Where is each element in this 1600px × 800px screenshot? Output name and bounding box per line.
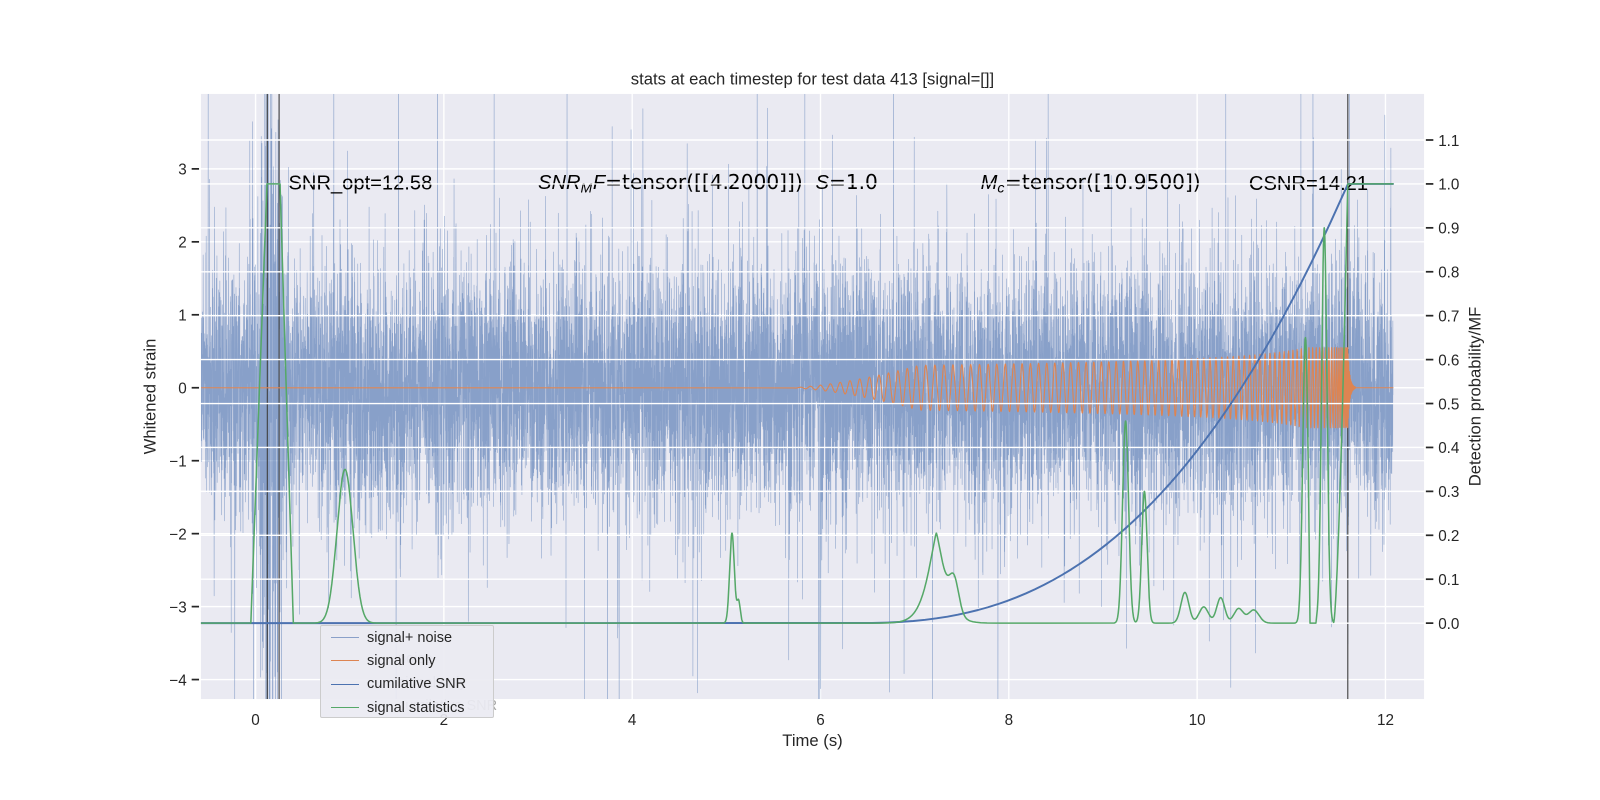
- svg-text:0.3: 0.3: [1438, 484, 1459, 501]
- svg-text:0.2: 0.2: [1438, 528, 1459, 545]
- svg-text:10: 10: [1189, 712, 1206, 729]
- svg-text:3: 3: [178, 162, 187, 179]
- svg-text:8: 8: [1005, 712, 1014, 729]
- svg-text:2: 2: [178, 235, 187, 252]
- svg-text:−1: −1: [169, 454, 186, 471]
- svg-text:1.1: 1.1: [1438, 133, 1459, 150]
- svg-text:−3: −3: [169, 599, 186, 616]
- svg-text:stats at each timestep for tes: stats at each timestep for test data 413…: [631, 70, 994, 89]
- svg-text:Detection probability/MF: Detection probability/MF: [1466, 307, 1485, 487]
- svg-text:0.6: 0.6: [1438, 352, 1459, 369]
- svg-text:−2: −2: [169, 526, 186, 543]
- svg-text:0.1: 0.1: [1438, 572, 1459, 589]
- svg-text:0.8: 0.8: [1438, 265, 1459, 282]
- svg-text:0.9: 0.9: [1438, 221, 1459, 238]
- svg-text:Time (s): Time (s): [782, 731, 842, 750]
- svg-text:−4: −4: [169, 672, 187, 689]
- svg-text:0: 0: [251, 712, 259, 729]
- svg-text:0.7: 0.7: [1438, 308, 1459, 325]
- svg-text:0.4: 0.4: [1438, 440, 1460, 457]
- svg-text:6: 6: [816, 712, 825, 729]
- svg-text:0.0: 0.0: [1438, 616, 1459, 633]
- svg-text:4: 4: [628, 712, 637, 729]
- svg-text:Whitened strain: Whitened strain: [140, 339, 159, 455]
- svg-text:0.5: 0.5: [1438, 396, 1459, 413]
- svg-text:12: 12: [1377, 712, 1394, 729]
- svg-text:0: 0: [178, 381, 187, 398]
- svg-text:1: 1: [178, 308, 187, 325]
- svg-text:1.0: 1.0: [1438, 177, 1459, 194]
